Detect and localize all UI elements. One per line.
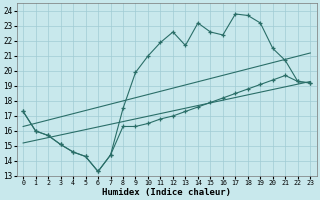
X-axis label: Humidex (Indice chaleur): Humidex (Indice chaleur) bbox=[102, 188, 231, 197]
